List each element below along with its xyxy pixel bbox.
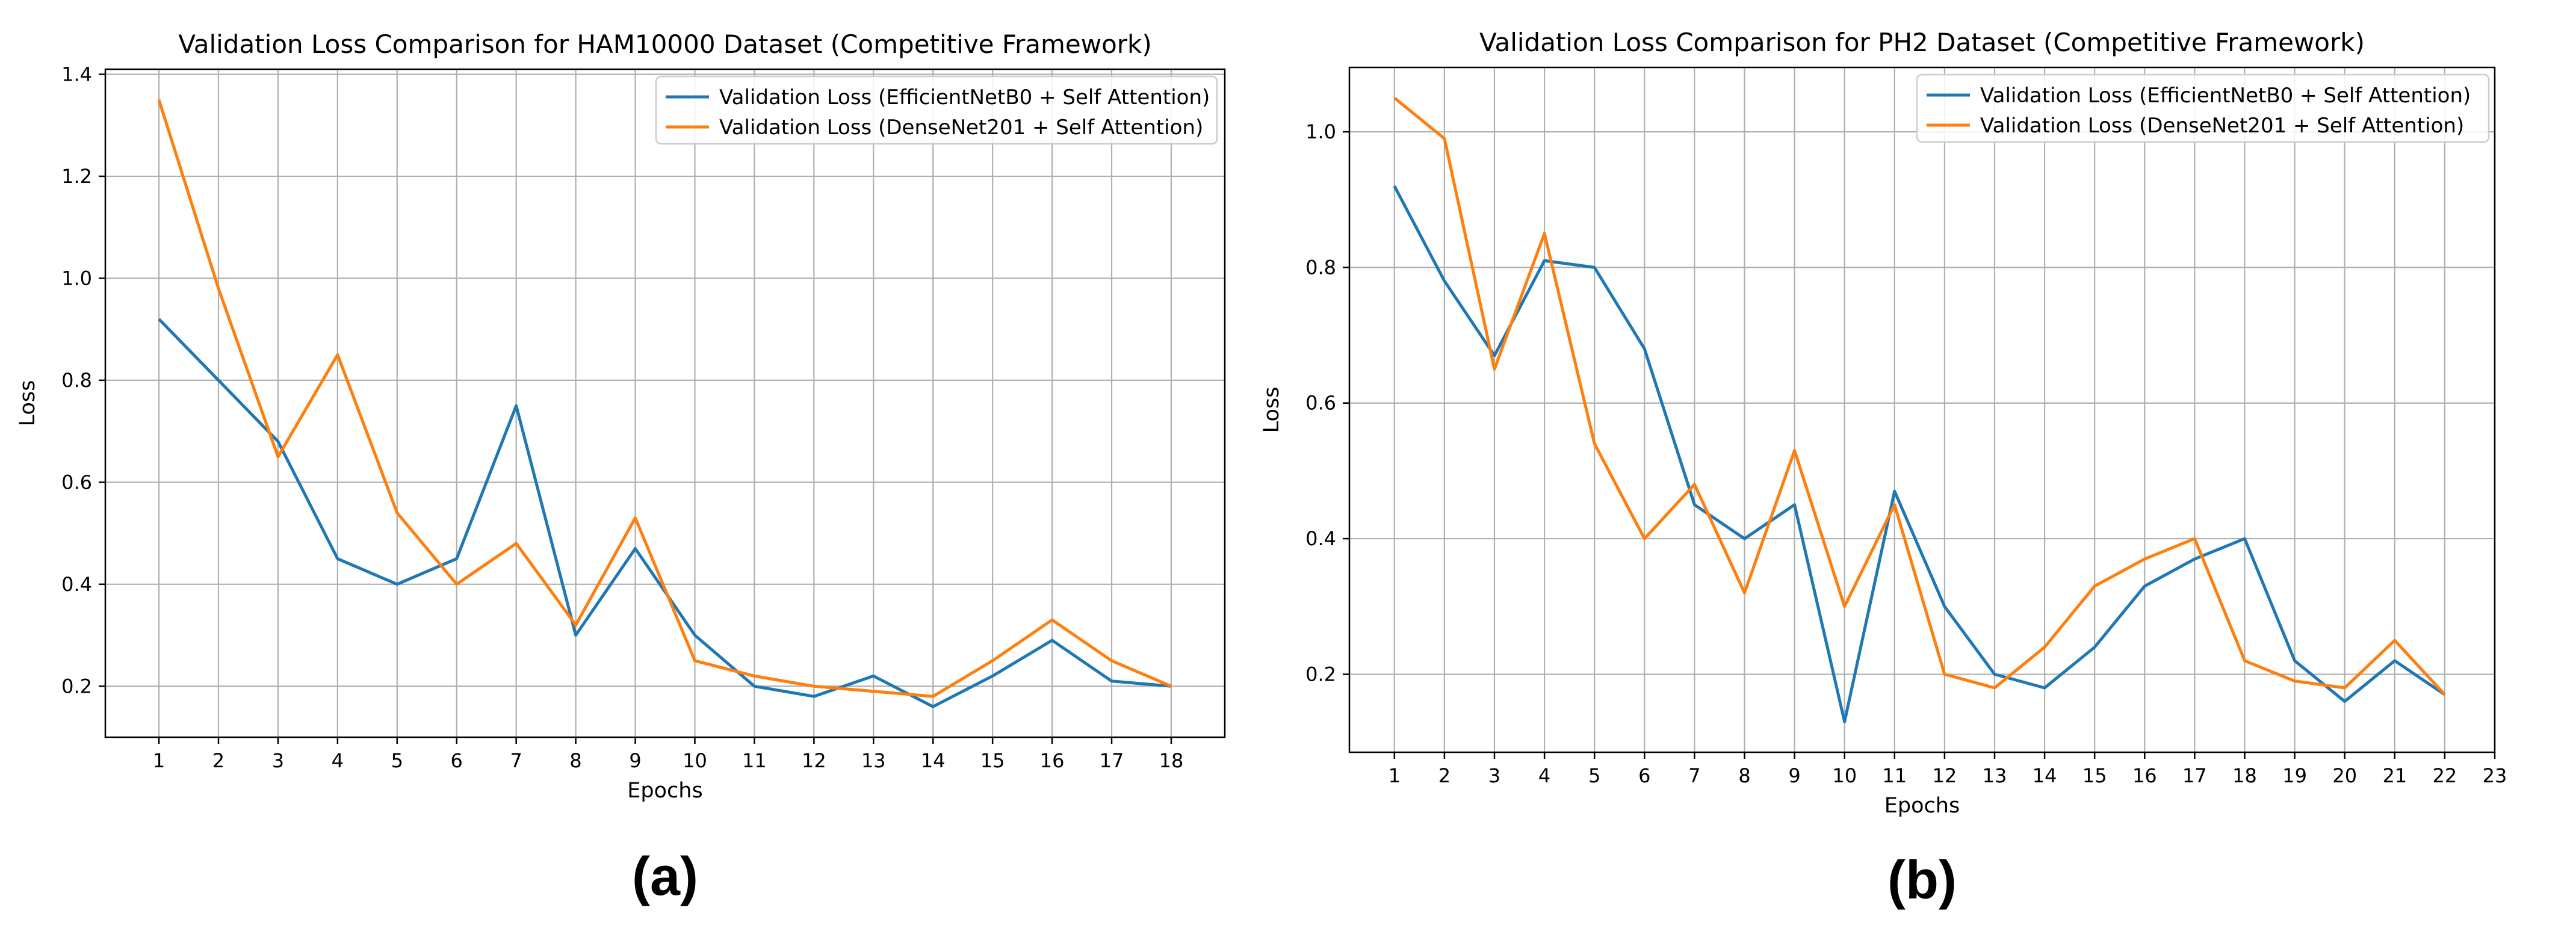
x-tick-label: 3 <box>1488 764 1500 787</box>
y-tick-label: 0.6 <box>61 471 92 493</box>
y-tick-label: 0.8 <box>61 369 92 392</box>
y-tick-label: 1.2 <box>61 165 92 188</box>
y-tick-label: 1.0 <box>61 267 92 289</box>
x-tick-label: 18 <box>2232 764 2257 787</box>
x-tick-label: 9 <box>629 749 641 772</box>
x-tick-label: 1 <box>1389 764 1401 787</box>
x-tick-label: 15 <box>2082 764 2107 787</box>
x-tick-label: 7 <box>1688 764 1700 787</box>
series-line-densenet201 <box>1393 96 2446 696</box>
x-tick-label: 17 <box>2182 764 2207 787</box>
x-tick-label: 16 <box>2132 764 2157 787</box>
legend: Validation Loss (EfficientNetB0 + Self A… <box>1916 73 2490 143</box>
x-tick-label: 8 <box>1738 764 1750 787</box>
x-tick-label: 10 <box>683 749 707 772</box>
series-line-efficientnetb0 <box>1393 185 2446 723</box>
chart-title: Validation Loss Comparison for PH2 Datas… <box>1479 28 2365 57</box>
y-tick-label: 0.6 <box>1305 392 1336 415</box>
x-tick-label: 5 <box>391 749 403 772</box>
legend-label: Validation Loss (EfficientNetB0 + Self A… <box>1980 84 2471 108</box>
legend-label: Validation Loss (DenseNet201 + Self Atte… <box>719 116 1203 140</box>
plot-frame <box>104 68 1226 738</box>
legend-box <box>1916 73 2490 143</box>
x-tick-label: 3 <box>272 749 284 772</box>
x-tick-label: 14 <box>921 749 946 772</box>
x-tick-label: 13 <box>1983 764 2007 787</box>
legend-label: Validation Loss (DenseNet201 + Self Atte… <box>1980 114 2464 138</box>
y-tick-label: 1.4 <box>61 63 92 85</box>
x-tick-label: 21 <box>2382 764 2407 787</box>
x-tick-label: 23 <box>2483 764 2507 787</box>
x-tick-label: 6 <box>1638 764 1650 787</box>
x-tick-label: 4 <box>332 749 344 772</box>
x-tick-label: 22 <box>2433 764 2457 787</box>
x-tick-label: 18 <box>1159 749 1184 772</box>
x-tick-label: 5 <box>1588 764 1600 787</box>
y-tick-label: 0.2 <box>61 675 92 697</box>
panel-label: (a) <box>632 847 698 907</box>
x-tick-label: 2 <box>1438 764 1451 787</box>
y-tick-label: 0.4 <box>1305 527 1336 550</box>
x-tick-label: 9 <box>1788 764 1800 787</box>
series-line-efficientnetb0 <box>158 318 1172 708</box>
plot-frame <box>1348 66 2496 753</box>
chart-panel-a: Validation Loss Comparison for HAM10000 … <box>16 29 1226 907</box>
x-axis-label: Epochs <box>1884 794 1960 818</box>
x-tick-label: 6 <box>451 749 463 772</box>
legend: Validation Loss (EfficientNetB0 + Self A… <box>655 75 1218 145</box>
y-axis-label: Loss <box>1260 387 1284 433</box>
x-tick-label: 12 <box>802 749 826 772</box>
y-tick-label: 1.0 <box>1305 120 1336 143</box>
y-tick-label: 0.4 <box>61 573 92 596</box>
legend-label: Validation Loss (EfficientNetB0 + Self A… <box>719 85 1210 110</box>
x-tick-label: 19 <box>2282 764 2307 787</box>
legend-box <box>655 75 1218 145</box>
x-tick-label: 16 <box>1040 749 1065 772</box>
x-tick-label: 13 <box>861 749 886 772</box>
x-tick-label: 15 <box>980 749 1005 772</box>
series-line-densenet201 <box>157 99 1172 698</box>
x-axis-label: Epochs <box>627 779 702 803</box>
x-tick-label: 20 <box>2332 764 2357 787</box>
x-tick-label: 11 <box>742 749 767 772</box>
x-tick-label: 11 <box>1882 764 1907 787</box>
chart-panel-b: Validation Loss Comparison for PH2 Datas… <box>1260 28 2507 911</box>
y-axis-label: Loss <box>16 380 40 427</box>
x-tick-label: 10 <box>1832 764 1857 787</box>
y-tick-label: 0.8 <box>1305 256 1336 279</box>
x-tick-label: 8 <box>569 749 581 772</box>
x-tick-label: 12 <box>1933 764 1957 787</box>
panel-label: (b) <box>1887 850 1957 911</box>
chart-title: Validation Loss Comparison for HAM10000 … <box>178 29 1152 59</box>
x-tick-label: 17 <box>1100 749 1124 772</box>
x-tick-label: 7 <box>510 749 522 772</box>
x-tick-label: 1 <box>153 749 165 772</box>
x-tick-label: 2 <box>212 749 224 772</box>
x-tick-label: 14 <box>2033 764 2057 787</box>
y-tick-label: 0.2 <box>1305 663 1336 685</box>
x-tick-label: 4 <box>1538 764 1550 787</box>
